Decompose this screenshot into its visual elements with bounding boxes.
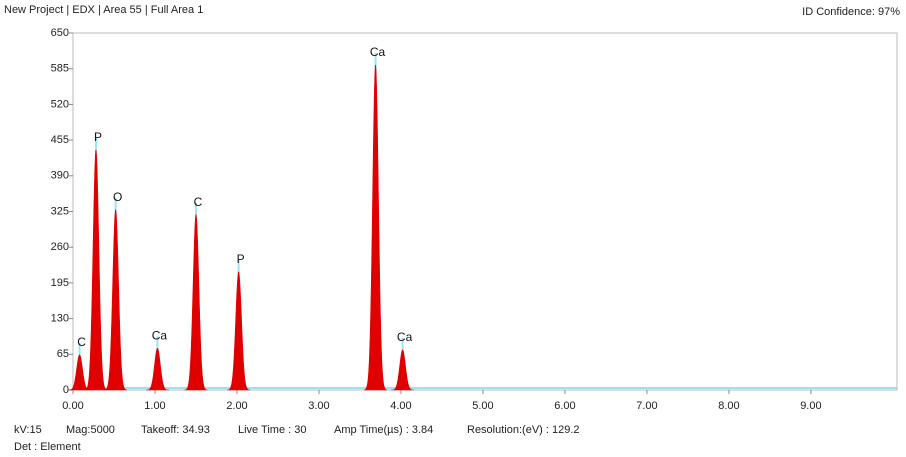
- peak-label: P: [94, 130, 102, 144]
- peak-label: Ca: [152, 328, 168, 342]
- peak: [391, 349, 415, 391]
- chart-subtitle: ID Confidence: 97%: [802, 6, 900, 18]
- footer-item: kV:15: [14, 424, 42, 436]
- x-tick-label: 5.00: [472, 400, 493, 412]
- peak: [184, 213, 208, 391]
- y-tick-label: 650: [51, 27, 69, 39]
- peak-label: Ca: [397, 330, 413, 344]
- x-tick-label: 8.00: [718, 400, 739, 412]
- y-tick-label: 585: [51, 63, 69, 75]
- peak: [84, 149, 108, 391]
- footer-item: Mag:5000: [66, 424, 115, 436]
- peak: [68, 354, 92, 391]
- y-tick-label: 65: [57, 348, 69, 360]
- peak-label: O: [113, 190, 122, 204]
- x-tick-label: 9.00: [800, 400, 821, 412]
- chart-title: New Project | EDX | Area 55 | Full Area …: [4, 4, 203, 16]
- y-tick-label: 0: [63, 384, 69, 396]
- peak-label: C: [77, 335, 86, 349]
- x-tick-label: 4.00: [390, 400, 411, 412]
- y-tick-label: 390: [51, 170, 69, 182]
- y-tick-label: 455: [51, 134, 69, 146]
- x-tick-label: 3.00: [308, 400, 329, 412]
- x-tick-label: 1.00: [144, 400, 165, 412]
- y-tick-label: 520: [51, 98, 69, 110]
- peak-label: Ca: [370, 45, 386, 59]
- x-tick-label: 2.00: [226, 400, 247, 412]
- x-tick-label: 0.00: [62, 400, 83, 412]
- peak: [145, 347, 169, 391]
- peak: [364, 64, 388, 391]
- footer-item: Amp Time(µs) : 3.84: [334, 424, 433, 436]
- peak-label: C: [194, 195, 203, 209]
- peak: [104, 208, 128, 391]
- footer-item: Resolution:(eV) : 129.2: [467, 424, 580, 436]
- footer-item: Live Time : 30: [238, 424, 306, 436]
- y-tick-label: 260: [51, 241, 69, 253]
- peak: [227, 271, 251, 391]
- x-tick-label: 6.00: [554, 400, 575, 412]
- x-tick-label: 7.00: [636, 400, 657, 412]
- y-tick-label: 325: [51, 205, 69, 217]
- y-tick-label: 195: [51, 277, 69, 289]
- footer-item: Takeoff: 34.93: [141, 424, 210, 436]
- peak-label: P: [237, 252, 245, 266]
- footer-item: Det : Element: [14, 441, 81, 453]
- y-tick-label: 130: [51, 313, 69, 325]
